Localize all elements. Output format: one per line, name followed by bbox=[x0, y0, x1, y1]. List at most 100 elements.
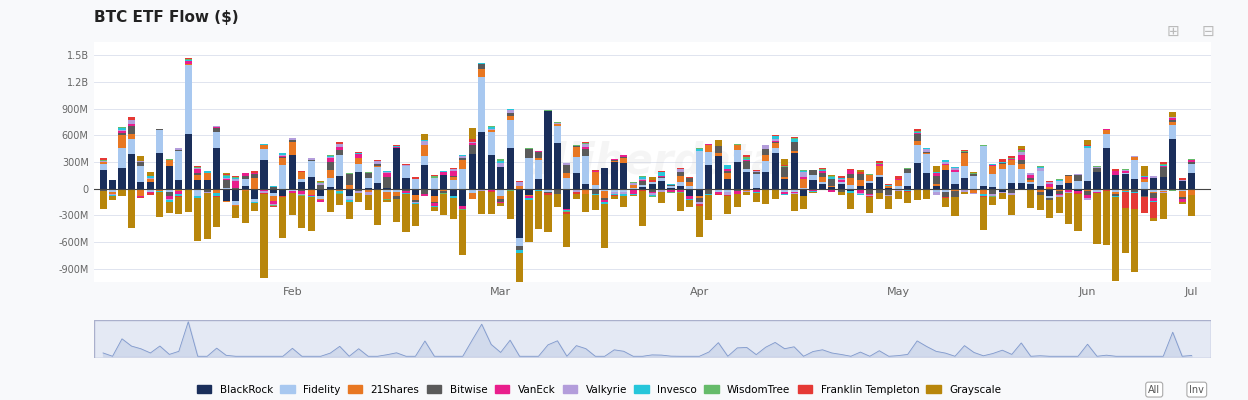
Bar bbox=[1008, 193, 1016, 195]
Bar bbox=[213, 126, 220, 127]
Bar bbox=[876, 161, 882, 163]
Bar bbox=[298, 179, 306, 182]
Bar bbox=[469, 154, 475, 189]
Bar bbox=[422, 194, 428, 196]
Bar bbox=[610, 194, 618, 195]
Bar bbox=[1075, 175, 1082, 181]
Bar bbox=[1169, 124, 1177, 138]
Bar bbox=[790, 153, 797, 189]
Bar bbox=[535, 191, 542, 229]
Bar bbox=[261, 193, 267, 194]
Bar bbox=[441, 175, 447, 189]
Bar bbox=[1122, 192, 1129, 208]
Bar bbox=[356, 158, 362, 164]
Bar bbox=[374, 183, 381, 189]
Bar bbox=[563, 210, 570, 211]
Bar bbox=[649, 192, 655, 194]
Bar bbox=[951, 192, 958, 197]
Bar bbox=[1056, 179, 1062, 180]
Bar bbox=[431, 176, 438, 178]
Bar bbox=[790, 194, 797, 211]
Bar bbox=[924, 149, 930, 152]
Bar bbox=[478, 63, 485, 64]
Bar bbox=[1103, 134, 1109, 148]
Bar bbox=[232, 176, 240, 177]
Bar bbox=[771, 148, 779, 153]
Bar bbox=[203, 174, 211, 180]
Bar bbox=[1112, 189, 1119, 192]
Bar bbox=[402, 194, 409, 232]
Bar bbox=[175, 151, 182, 180]
Bar bbox=[288, 154, 296, 189]
Bar bbox=[336, 155, 343, 176]
Bar bbox=[185, 58, 192, 59]
Bar bbox=[658, 192, 665, 203]
Bar bbox=[876, 166, 882, 174]
Bar bbox=[1169, 120, 1177, 122]
Bar bbox=[724, 196, 731, 214]
Bar bbox=[1037, 168, 1043, 171]
Bar bbox=[592, 189, 599, 194]
Bar bbox=[166, 199, 173, 200]
Bar bbox=[488, 189, 494, 190]
Bar bbox=[270, 189, 277, 192]
Bar bbox=[288, 189, 296, 192]
Bar bbox=[866, 189, 874, 194]
Bar bbox=[383, 192, 391, 199]
Bar bbox=[147, 193, 154, 195]
Bar bbox=[459, 158, 467, 160]
Bar bbox=[507, 148, 514, 189]
Bar bbox=[1151, 198, 1157, 201]
Bar bbox=[829, 177, 835, 179]
Bar bbox=[242, 176, 248, 179]
Bar bbox=[961, 151, 968, 152]
Text: Inv: Inv bbox=[1189, 385, 1204, 394]
Bar bbox=[837, 176, 845, 178]
Bar bbox=[847, 189, 855, 191]
Bar bbox=[914, 133, 921, 134]
Bar bbox=[658, 172, 665, 176]
Bar bbox=[1093, 172, 1101, 189]
Bar bbox=[971, 173, 977, 174]
Bar bbox=[924, 173, 930, 189]
Bar bbox=[763, 190, 769, 204]
Bar bbox=[525, 196, 533, 198]
Bar bbox=[127, 124, 135, 126]
Bar bbox=[676, 189, 684, 192]
Bar bbox=[563, 212, 570, 214]
Bar bbox=[686, 189, 694, 196]
Bar bbox=[242, 186, 248, 189]
Bar bbox=[705, 145, 713, 152]
Bar bbox=[790, 193, 797, 194]
Bar bbox=[771, 139, 779, 141]
Bar bbox=[649, 189, 655, 192]
Bar bbox=[573, 173, 580, 189]
Bar bbox=[781, 177, 789, 178]
Bar bbox=[990, 166, 996, 174]
Bar bbox=[705, 194, 713, 195]
Bar bbox=[961, 166, 968, 178]
Bar bbox=[771, 136, 779, 139]
Bar bbox=[364, 189, 372, 192]
Bar bbox=[620, 192, 628, 194]
Bar bbox=[298, 189, 306, 191]
Bar bbox=[639, 180, 646, 181]
Bar bbox=[951, 189, 958, 192]
Bar bbox=[137, 196, 145, 197]
Bar bbox=[876, 189, 882, 193]
Bar bbox=[488, 191, 494, 192]
Bar bbox=[449, 170, 457, 171]
Bar bbox=[1188, 189, 1196, 194]
Bar bbox=[1131, 179, 1138, 189]
Bar bbox=[308, 195, 314, 196]
Bar bbox=[885, 184, 892, 185]
Bar bbox=[222, 179, 230, 180]
Bar bbox=[573, 192, 580, 194]
Bar bbox=[507, 116, 514, 120]
Bar bbox=[137, 182, 145, 189]
Bar bbox=[876, 177, 882, 189]
Bar bbox=[544, 195, 552, 232]
Bar bbox=[998, 192, 1006, 193]
Bar bbox=[971, 189, 977, 193]
Bar bbox=[885, 196, 892, 209]
